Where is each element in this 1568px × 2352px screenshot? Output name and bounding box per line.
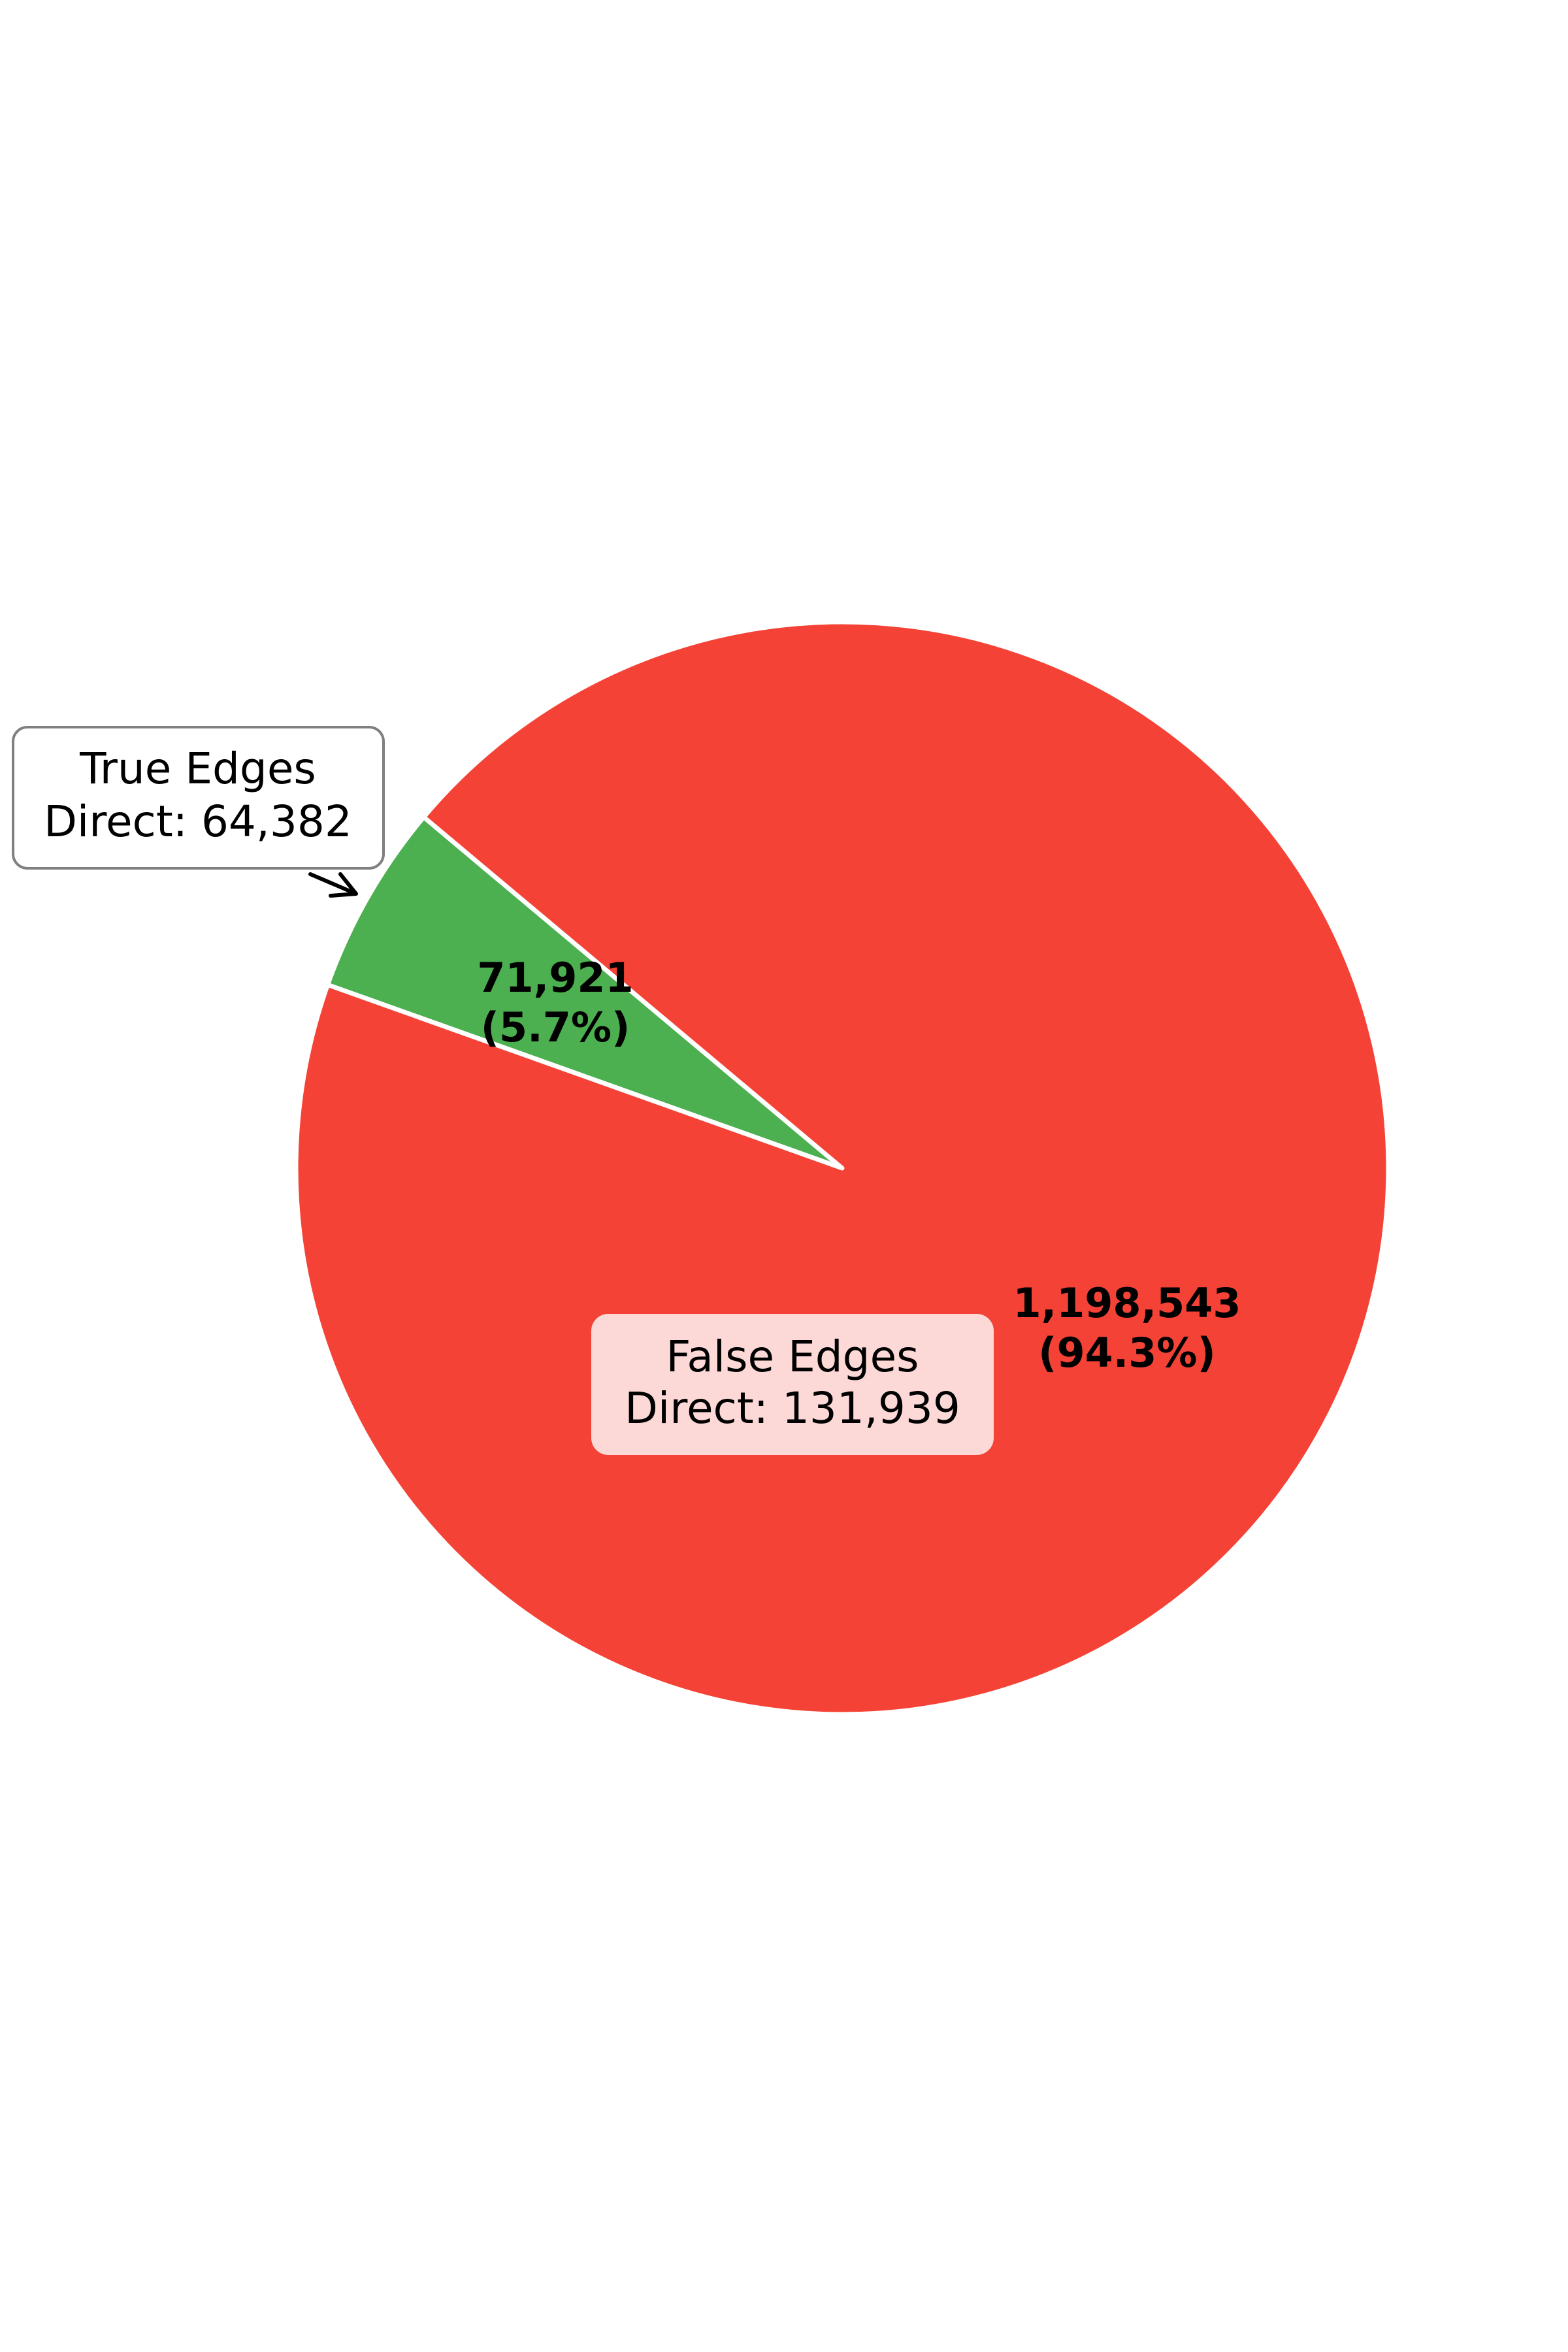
pie-slices bbox=[293, 619, 1391, 1717]
true-edges-annotation-direct: Direct: 64,382 bbox=[44, 796, 352, 847]
false-edges-annotation-box bbox=[591, 1314, 994, 1455]
false-edges-annotation-title: False Edges bbox=[666, 1331, 919, 1382]
true-edges-slice bbox=[325, 815, 845, 1171]
true-edges-annotation-box bbox=[12, 726, 385, 870]
true-edges-slice-label: 71,921 (5.7%) bbox=[477, 954, 633, 1051]
true-edges-percent-label: (5.7%) bbox=[481, 1004, 630, 1051]
false-edges-value-label: 1,198,543 bbox=[1013, 1279, 1241, 1327]
true-edges-annotation: True Edges Direct: 64,382 bbox=[12, 726, 385, 898]
false-edges-annotation: False Edges Direct: 131,939 bbox=[591, 1314, 994, 1455]
false-edges-slice bbox=[293, 619, 1391, 1717]
false-edges-percent-label: (94.3%) bbox=[1038, 1329, 1216, 1377]
true-edges-value-label: 71,921 bbox=[477, 954, 633, 1002]
true-edges-annotation-arrow bbox=[308, 872, 358, 898]
false-edges-slice-label: 1,198,543 (94.3%) bbox=[1013, 1279, 1241, 1377]
true-edges-annotation-title: True Edges bbox=[79, 743, 316, 794]
false-edges-annotation-direct: Direct: 131,939 bbox=[625, 1383, 960, 1433]
